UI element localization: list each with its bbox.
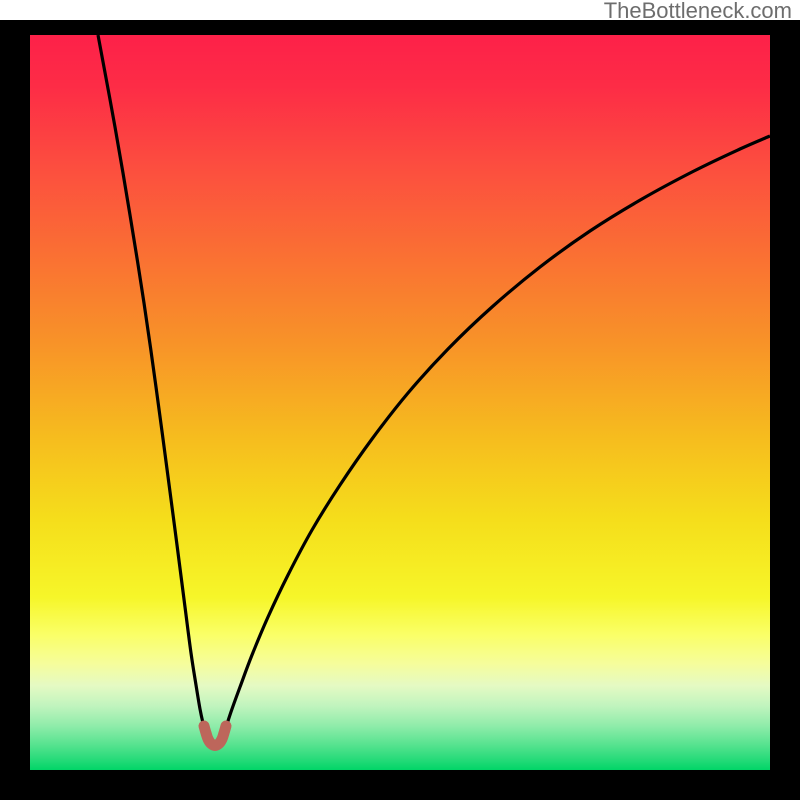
plot-svg: [30, 35, 770, 770]
stage: TheBottleneck.com: [0, 0, 800, 800]
chart-outer-frame: [0, 20, 800, 800]
plot-area: [30, 35, 770, 770]
